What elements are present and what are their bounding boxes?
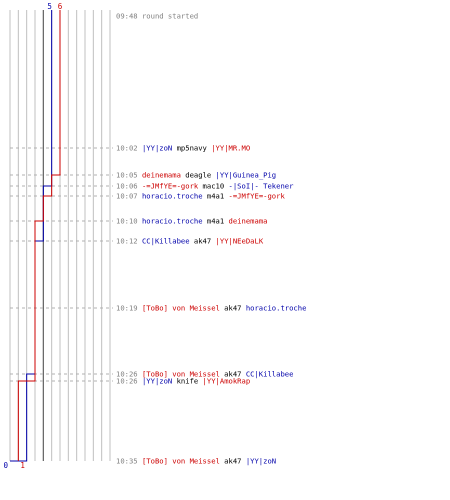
event-part: mp5navy (172, 144, 207, 153)
series-start-label-1: 5 (47, 2, 52, 11)
event-line: 10:07 horacio.troche m4a1 -=JMfYE=-gork (116, 192, 285, 201)
event-line: 10:05 deinemama deagle |YY|Guinea_Pig (116, 171, 276, 180)
series-line-2 (17, 10, 61, 461)
event-part: [ToBo] von Meissel (138, 304, 220, 313)
event-time: 09:48 (116, 12, 138, 21)
event-part: CC|Killabee (138, 237, 190, 246)
event-time: 10:19 (116, 304, 138, 313)
event-part: -=JMfYE=-gork (224, 192, 285, 201)
event-line: 10:26 [ToBo] von Meissel ak47 CC|Killabe… (116, 370, 293, 379)
event-part: |YY|MR.MO (207, 144, 250, 153)
label-layer: 5 0 6 1 (3, 2, 62, 470)
event-time: 10:06 (116, 182, 138, 191)
event-part: |YY|zoN (138, 144, 173, 153)
event-guide-layer (10, 147, 113, 382)
event-part: horacio.troche (242, 304, 307, 313)
event-time: 10:10 (116, 217, 138, 226)
series-layer (10, 10, 61, 462)
series-start-label-2: 6 (58, 2, 63, 11)
event-time: 10:12 (116, 237, 138, 246)
event-part: [ToBo] von Meissel (138, 457, 220, 466)
event-part: horacio.troche (138, 217, 203, 226)
event-time: 10:07 (116, 192, 138, 201)
event-time: 10:26 (116, 377, 138, 386)
event-part: |YY|zoN (242, 457, 277, 466)
event-line: 09:48 round started (116, 12, 198, 21)
event-line: 10:06 -=JMfYE=-gork mac10 -|SoI|- Tekene… (116, 182, 294, 191)
event-part: -=JMfYE=-gork (138, 182, 199, 191)
event-part: m4a1 (203, 217, 225, 226)
event-part: |YY|Guinea_Pig (211, 171, 276, 180)
event-part: CC|Killabee (242, 370, 294, 379)
event-line: 10:02 |YY|zoN mp5navy |YY|MR.MO (116, 144, 250, 153)
series-line-1 (10, 10, 53, 462)
event-part: round started (138, 12, 199, 21)
event-part: ak47 (190, 237, 212, 246)
event-part: deinemama (224, 217, 267, 226)
event-part: |YY|NEeDaLK (211, 237, 264, 246)
event-line: 10:12 CC|Killabee ak47 |YY|NEeDaLK (116, 237, 264, 246)
event-part: |YY|AmokRap (198, 377, 250, 386)
event-time: 10:02 (116, 144, 138, 153)
event-part: horacio.troche (138, 192, 203, 201)
event-line: 10:26 |YY|zoN knife |YY|AmokRap (116, 377, 250, 386)
event-time: 10:35 (116, 457, 138, 466)
event-part: ak47 (220, 304, 242, 313)
event-part: m4a1 (203, 192, 225, 201)
event-part: ak47 (220, 457, 242, 466)
event-part: -|SoI|- Tekener (224, 182, 294, 191)
series-end-label-1: 0 (3, 461, 8, 470)
event-part: knife (172, 377, 198, 386)
event-line: 10:19 [ToBo] von Meissel ak47 horacio.tr… (116, 304, 306, 313)
event-part: deinemama (138, 171, 181, 180)
event-line: 10:35 [ToBo] von Meissel ak47 |YY|zoN (116, 457, 276, 466)
series-end-label-2: 1 (20, 461, 25, 470)
event-part: |YY|zoN (138, 377, 173, 386)
event-part: mac10 (198, 182, 224, 191)
event-time: 10:05 (116, 171, 138, 180)
event-part: ak47 (220, 370, 242, 379)
event-log: 09:48 round started 10:02 |YY|zoN mp5navy… (116, 12, 306, 466)
event-line: 10:10 horacio.troche m4a1 deinemama (116, 217, 267, 226)
event-part: [ToBo] von Meissel (138, 370, 220, 379)
event-part: deagle (181, 171, 211, 180)
event-time: 10:26 (116, 370, 138, 379)
